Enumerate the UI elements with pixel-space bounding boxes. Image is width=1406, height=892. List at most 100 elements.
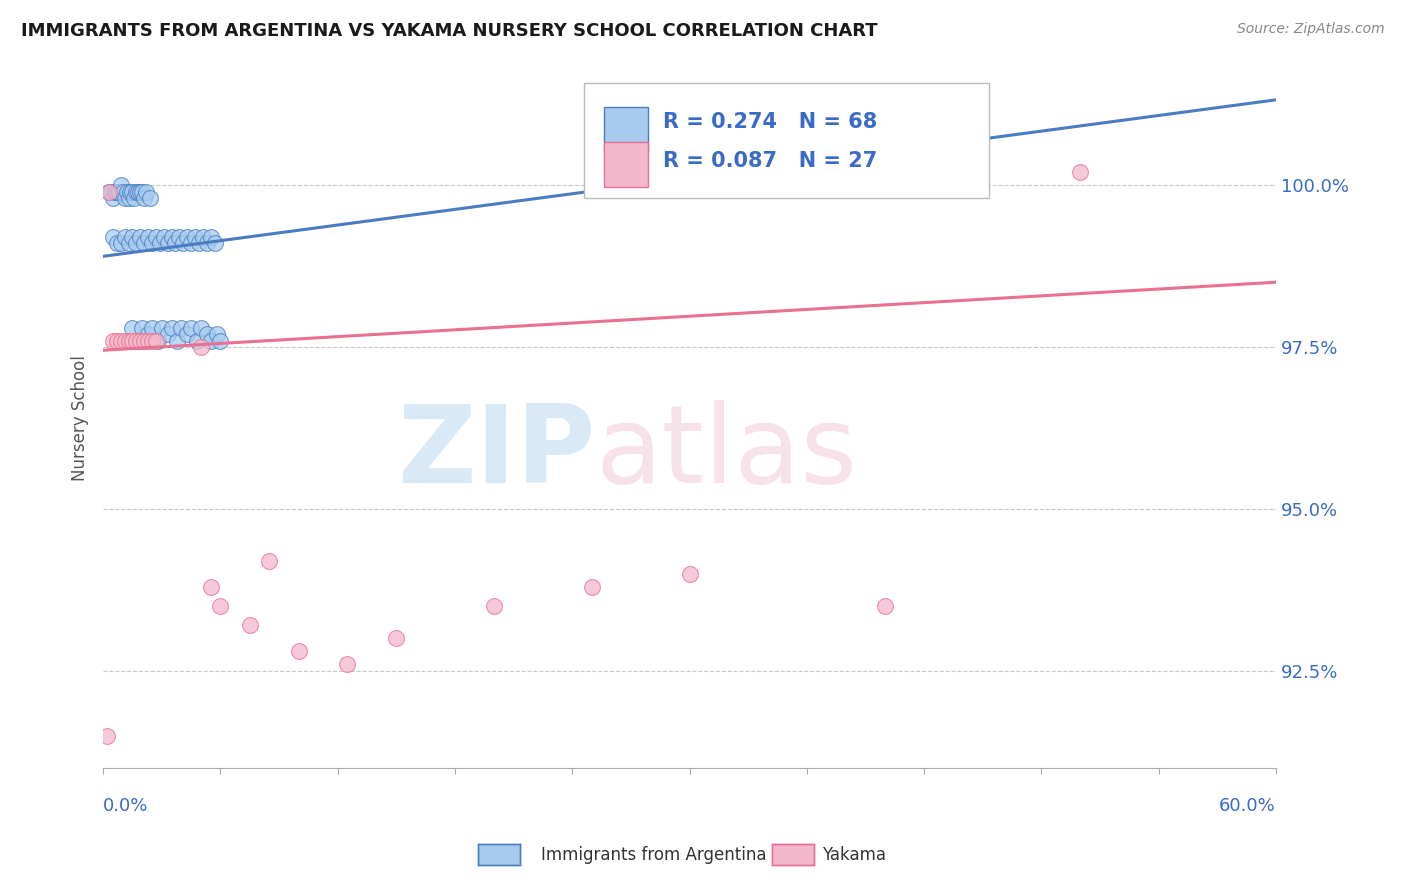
Point xyxy=(105,236,128,251)
Point xyxy=(100,185,122,199)
Point xyxy=(125,334,148,348)
Point xyxy=(190,340,212,354)
Point xyxy=(160,320,183,334)
Point xyxy=(115,185,138,199)
Point xyxy=(166,334,188,348)
Point xyxy=(129,185,152,199)
Point xyxy=(796,155,818,169)
Point xyxy=(131,320,153,334)
Point xyxy=(121,320,143,334)
Point xyxy=(120,185,142,199)
Point xyxy=(145,230,167,244)
Point xyxy=(180,320,202,334)
Point xyxy=(191,230,214,244)
Text: 60.0%: 60.0% xyxy=(1219,797,1277,815)
Point xyxy=(110,334,132,348)
Point xyxy=(127,334,149,348)
Point xyxy=(184,230,207,244)
Point xyxy=(149,236,172,251)
Point xyxy=(135,185,157,199)
Point xyxy=(678,566,700,581)
Point xyxy=(146,334,169,348)
Point xyxy=(105,185,128,199)
Point xyxy=(134,191,156,205)
Point xyxy=(134,236,156,251)
Point xyxy=(114,334,136,348)
Point xyxy=(200,230,222,244)
Point xyxy=(205,326,228,341)
Y-axis label: Nursery School: Nursery School xyxy=(72,355,89,481)
Point xyxy=(121,334,143,348)
Point xyxy=(385,632,408,646)
Point xyxy=(259,554,281,568)
Point xyxy=(125,236,148,251)
Point xyxy=(156,326,179,341)
Point xyxy=(136,230,159,244)
Point xyxy=(209,334,232,348)
Point xyxy=(98,185,121,199)
Point xyxy=(145,334,167,348)
Point xyxy=(104,185,127,199)
FancyBboxPatch shape xyxy=(583,82,988,198)
Point xyxy=(124,191,146,205)
Text: Yakama: Yakama xyxy=(823,846,887,863)
Point xyxy=(156,236,179,251)
Point xyxy=(141,320,163,334)
Point xyxy=(150,320,173,334)
Point xyxy=(117,334,139,348)
Point xyxy=(581,580,603,594)
Point xyxy=(152,230,174,244)
Point xyxy=(239,618,262,632)
Point xyxy=(287,644,309,658)
Point xyxy=(96,729,118,743)
Point xyxy=(136,334,159,348)
Point xyxy=(170,320,193,334)
Point xyxy=(129,334,152,348)
Point xyxy=(169,230,191,244)
Text: IMMIGRANTS FROM ARGENTINA VS YAKAMA NURSERY SCHOOL CORRELATION CHART: IMMIGRANTS FROM ARGENTINA VS YAKAMA NURS… xyxy=(21,22,877,40)
Point xyxy=(160,230,183,244)
Point xyxy=(190,320,212,334)
Point xyxy=(121,185,143,199)
Text: R = 0.087   N = 27: R = 0.087 N = 27 xyxy=(662,151,877,171)
Point xyxy=(121,230,143,244)
Point xyxy=(101,230,124,244)
Point xyxy=(141,334,163,348)
Point xyxy=(172,236,194,251)
Point xyxy=(134,334,156,348)
Point xyxy=(125,185,148,199)
Point xyxy=(110,236,132,251)
Point xyxy=(186,334,208,348)
Text: 0.0%: 0.0% xyxy=(103,797,149,815)
Point xyxy=(195,326,218,341)
Point xyxy=(114,191,136,205)
Text: Source: ZipAtlas.com: Source: ZipAtlas.com xyxy=(1237,22,1385,37)
Point xyxy=(107,185,129,199)
Point xyxy=(873,599,896,613)
Point xyxy=(165,236,187,251)
Text: Immigrants from Argentina: Immigrants from Argentina xyxy=(541,846,766,863)
Point xyxy=(200,580,222,594)
Point xyxy=(139,191,162,205)
Point xyxy=(482,599,505,613)
Point xyxy=(176,230,198,244)
Text: R = 0.274   N = 68: R = 0.274 N = 68 xyxy=(662,112,877,132)
Point xyxy=(117,236,139,251)
Point xyxy=(101,334,124,348)
Point xyxy=(131,185,153,199)
Point xyxy=(136,326,159,341)
Point xyxy=(110,178,132,193)
Point xyxy=(141,236,163,251)
Point xyxy=(111,185,134,199)
Bar xyxy=(605,142,648,187)
Point xyxy=(129,230,152,244)
Point xyxy=(117,191,139,205)
Point xyxy=(98,185,121,199)
Point xyxy=(176,326,198,341)
Point xyxy=(105,334,128,348)
Point xyxy=(209,599,232,613)
Point xyxy=(114,230,136,244)
Point xyxy=(195,236,218,251)
Point xyxy=(101,191,124,205)
Point xyxy=(200,334,222,348)
